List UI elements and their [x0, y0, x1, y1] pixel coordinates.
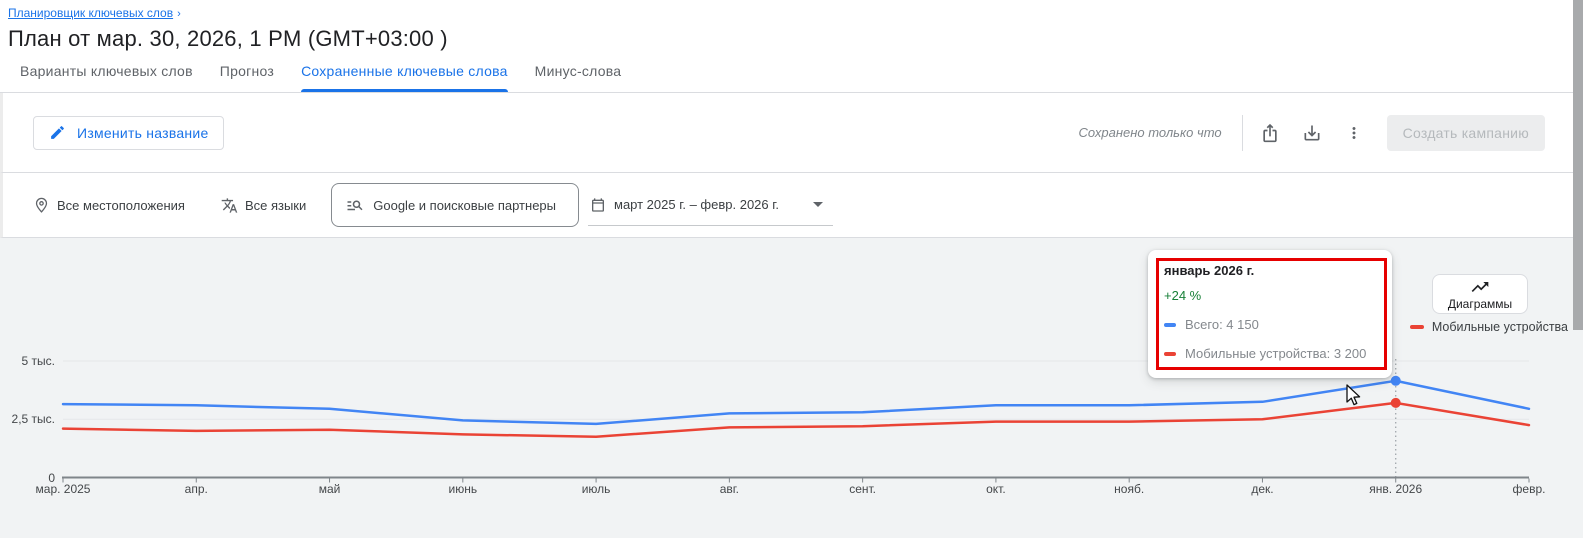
download-button[interactable]: [1291, 112, 1333, 154]
breadcrumb-link[interactable]: Планировщик ключевых слов: [8, 6, 174, 20]
filter-bar: Все местоположения Все языки Google и по…: [0, 173, 1583, 238]
topbar: Планировщик ключевых слов › План от мар. …: [0, 0, 1583, 51]
x-axis-label: сент.: [849, 482, 877, 496]
chevron-down-icon: [813, 202, 824, 207]
tab-0[interactable]: Варианты ключевых слов: [20, 63, 193, 79]
network-filter-label: Google и поисковые партнеры: [373, 197, 556, 213]
create-campaign-button[interactable]: Создать кампанию: [1386, 114, 1545, 151]
vertical-scrollbar[interactable]: [1573, 0, 1583, 330]
calendar-icon: [590, 197, 606, 213]
series-line: [61, 379, 1531, 426]
kebab-menu-icon: [1345, 124, 1363, 142]
x-axis-label: окт.: [986, 482, 1006, 496]
x-axis-label: июль: [581, 482, 611, 496]
tooltip-series-swatch: [1164, 351, 1176, 356]
trending-up-icon: [1470, 277, 1490, 297]
tooltip-row: Всего: 4 150: [1164, 317, 1376, 332]
x-axis-label: янв. 2026: [1369, 482, 1423, 496]
x-axis-label: апр.: [184, 482, 208, 496]
more-options-button[interactable]: [1333, 112, 1375, 154]
network-filter[interactable]: Google и поисковые партнеры: [331, 183, 579, 227]
x-axis-label: мар. 2025: [35, 482, 91, 496]
toolbar: Изменить название Сохранено только что С…: [0, 93, 1583, 173]
tab-1[interactable]: Прогноз: [219, 63, 275, 79]
share-button[interactable]: [1249, 112, 1291, 154]
x-axis-label: июнь: [448, 482, 478, 496]
series-line: [61, 401, 1531, 438]
date-range-label: март 2025 г. – февр. 2026 г.: [614, 197, 780, 212]
tooltip-change-percent: +24 %: [1164, 288, 1202, 303]
y-axis-label: 2,5 тыс.: [11, 412, 55, 427]
chart-section: 0 2,5 тыс. 5 тыс. мар. 2025 апр. май июнь июль…: [0, 238, 1583, 538]
highlight-point: [1390, 375, 1401, 386]
page-title: План от мар. 30, 2026, 1 PM (GMT+03:00 ): [8, 26, 448, 51]
legend-label: Мобильные устройства: [1431, 320, 1568, 334]
tooltip-row: Мобильные устройства: 3 200: [1164, 346, 1376, 361]
toolbar-right: Сохранено только что Создать кампанию: [1079, 112, 1545, 154]
date-range-filter[interactable]: март 2025 г. – февр. 2026 г.: [588, 184, 834, 226]
tooltip-series-value: Мобильные устройства: 3 200: [1185, 346, 1367, 361]
x-axis-label: май: [318, 482, 341, 496]
breadcrumb: Планировщик ключевых слов ›: [8, 6, 1583, 21]
legend-swatch: [1409, 325, 1424, 329]
location-pin-icon: [33, 197, 50, 214]
pencil-icon: [49, 124, 66, 141]
languages-filter[interactable]: Все языки: [221, 197, 306, 214]
highlight-point: [1390, 397, 1401, 408]
tooltip-rows: Всего: 4 150 Мобильные устройства: 3 200: [1164, 317, 1376, 361]
x-axis-label: февр.: [1512, 482, 1546, 496]
tab-bar: Варианты ключевых слов Прогноз Сохраненные…: [0, 50, 1583, 93]
tab-3[interactable]: Минус-слова: [534, 63, 622, 79]
x-axis-label: дек.: [1251, 482, 1274, 496]
tooltip-series-swatch: [1164, 322, 1176, 327]
diagrams-button[interactable]: Диаграммы: [1432, 274, 1528, 314]
languages-filter-label: Все языки: [244, 197, 307, 213]
saved-status: Сохранено только что: [1078, 125, 1222, 140]
y-axis-label: 0: [48, 470, 55, 485]
rename-plan-button[interactable]: Изменить название: [33, 115, 225, 150]
y-axis-label: 5 тыс.: [21, 354, 55, 368]
share-icon: [1260, 123, 1280, 143]
tab-2[interactable]: Сохраненные ключевые слова: [301, 50, 508, 92]
x-axis-label: нояб.: [1114, 482, 1145, 496]
chart-tooltip: январь 2026 г. +24 % Всего: 4 150 Мобильн…: [1148, 250, 1392, 378]
breadcrumb-chevron-icon: ›: [177, 8, 181, 20]
translate-icon: [221, 197, 238, 214]
diagrams-button-label: Диаграммы: [1447, 297, 1513, 311]
rename-plan-label: Изменить название: [77, 124, 209, 141]
forecast-line-chart: [61, 359, 1531, 483]
search-network-icon: [346, 196, 364, 214]
x-axis-label: авг.: [719, 482, 740, 496]
legend-item: Мобильные устройства: [1409, 320, 1568, 334]
download-icon: [1302, 123, 1322, 143]
locations-filter-label: Все местоположения: [57, 197, 185, 213]
tooltip-month: январь 2026 г.: [1164, 263, 1255, 278]
tooltip-series-value: Всего: 4 150: [1185, 317, 1259, 332]
toolbar-divider: [1241, 114, 1243, 151]
locations-filter[interactable]: Все местоположения: [33, 197, 185, 214]
